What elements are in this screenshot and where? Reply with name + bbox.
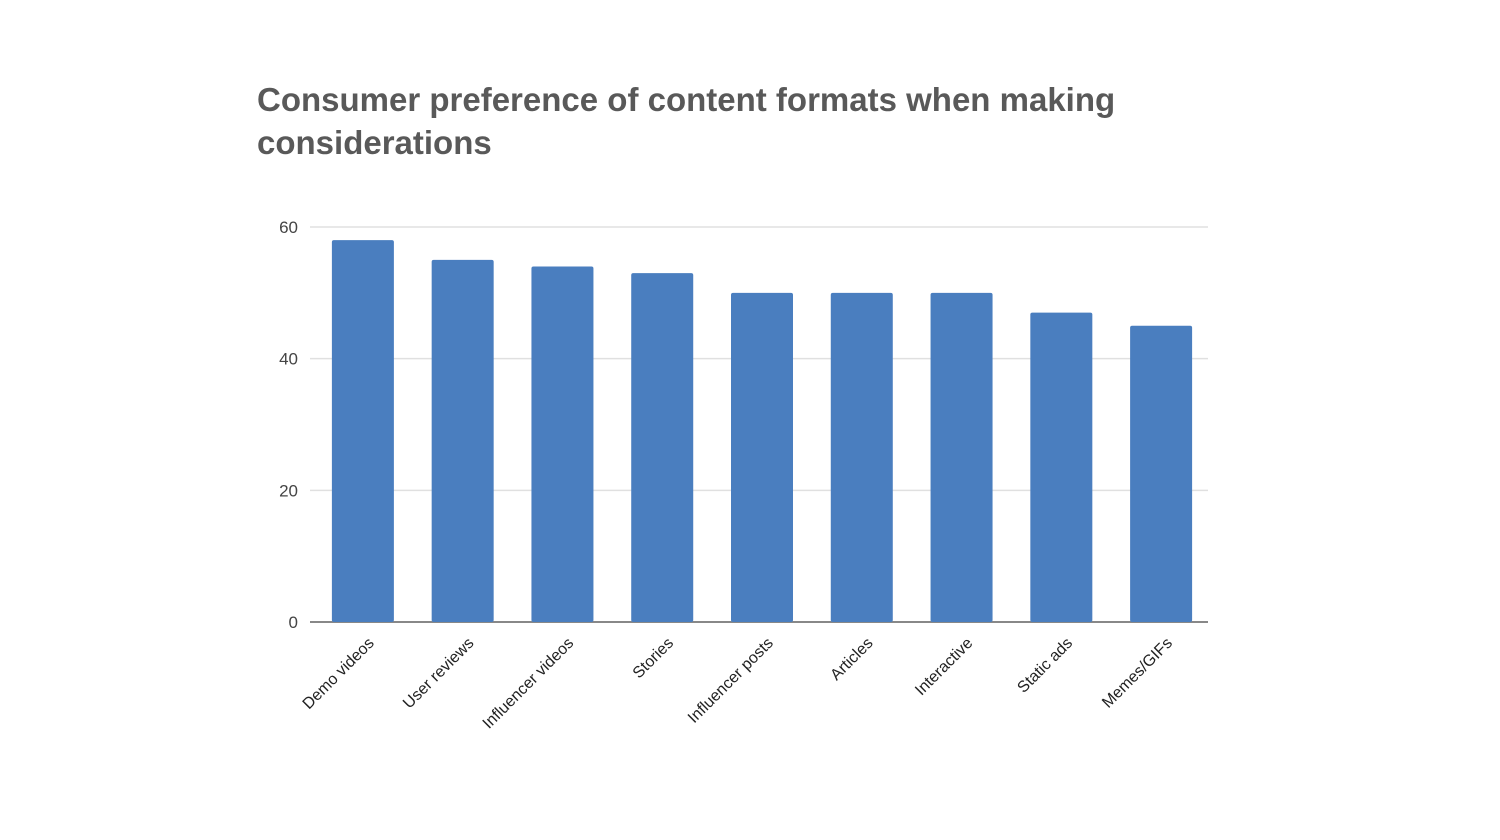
bar (731, 292, 793, 622)
x-tick-label: Demo videos (300, 635, 378, 713)
bar (331, 240, 394, 622)
x-tick-label: Interactive (912, 635, 976, 699)
x-tick-label: Influencer videos (480, 635, 578, 733)
y-tick-label: 0 (289, 613, 298, 632)
y-tick-label: 40 (279, 350, 298, 369)
bar (1130, 325, 1193, 622)
x-tick-label: Articles (827, 635, 876, 684)
x-tick-label: Static ads (1014, 635, 1076, 697)
y-tick-label: 60 (279, 218, 298, 237)
bar (431, 259, 494, 622)
x-tick-label: Stories (630, 635, 677, 682)
chart-title: Consumer preference of content formats w… (257, 81, 1116, 161)
y-tick-label: 20 (279, 481, 298, 500)
x-tick-label: Influencer posts (685, 635, 777, 727)
x-tick-label: Memes/GIFs (1099, 635, 1176, 712)
bar (1030, 312, 1093, 622)
bar (531, 266, 594, 622)
bar (631, 273, 694, 622)
bar (930, 292, 993, 622)
bar (830, 292, 893, 622)
x-tick-label: User reviews (400, 635, 477, 712)
